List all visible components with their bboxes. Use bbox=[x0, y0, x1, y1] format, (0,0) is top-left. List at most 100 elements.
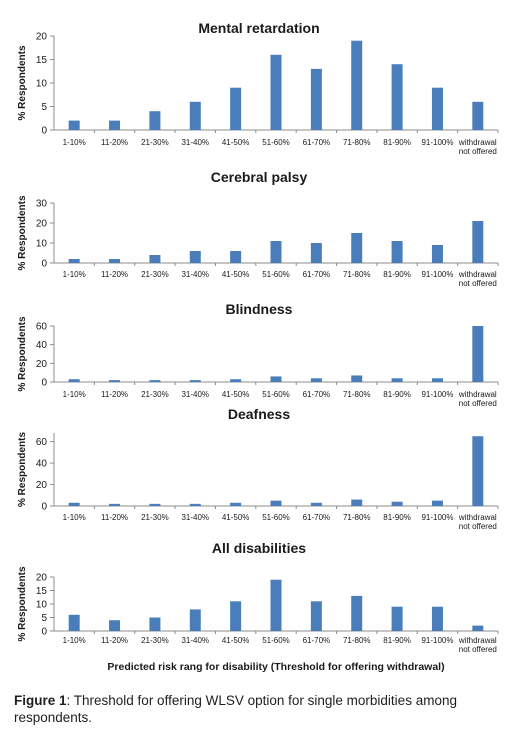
chart-panel: Cerebral palsy % Respondents 0 10 20 30 1-10% 1… bbox=[17, 169, 499, 288]
x-tick-label: withdrawal not offered bbox=[458, 636, 497, 654]
bar bbox=[472, 436, 484, 506]
y-tick-label: 15 bbox=[36, 55, 48, 66]
bar bbox=[270, 579, 282, 631]
x-tick-label: 41-50% bbox=[222, 270, 250, 279]
bar bbox=[189, 380, 201, 382]
y-tick-label: 20 bbox=[36, 359, 48, 370]
bar bbox=[270, 376, 282, 382]
caption-label: Figure 1 bbox=[14, 693, 67, 708]
bar bbox=[431, 378, 443, 382]
bar bbox=[189, 609, 201, 631]
bar bbox=[68, 614, 80, 631]
x-tick-label: 31-40% bbox=[181, 390, 209, 399]
y-tick-label: 60 bbox=[36, 437, 48, 448]
x-tick-label: 11-20% bbox=[101, 636, 128, 645]
x-tick-label: withdrawal not offered bbox=[458, 138, 497, 156]
y-tick-label: 20 bbox=[36, 480, 48, 491]
bar bbox=[431, 606, 443, 631]
bar bbox=[109, 620, 121, 631]
x-tick-label: 21-30% bbox=[141, 513, 169, 522]
figure-caption: Figure 1: Threshold for offering WLSV op… bbox=[14, 692, 494, 726]
chart-panel: All disabilities % Respondents 0 5 10 15 20 1-1… bbox=[17, 540, 499, 673]
bar bbox=[149, 503, 161, 506]
bar bbox=[310, 502, 322, 506]
y-tick-label: 40 bbox=[36, 459, 48, 470]
bar bbox=[351, 499, 363, 506]
bar bbox=[68, 120, 80, 130]
bar bbox=[109, 380, 121, 382]
x-tick-label: 71-80% bbox=[343, 390, 371, 399]
y-tick-label: 0 bbox=[41, 502, 47, 513]
chart-panel: Deafness % Respondents 0 20 40 60 1-10% 11-20% 2… bbox=[17, 406, 499, 531]
x-tick-label: 61-70% bbox=[303, 270, 331, 279]
chart-title: Mental retardation bbox=[198, 20, 319, 36]
x-tick-label: 51-60% bbox=[262, 513, 290, 522]
bar bbox=[391, 378, 403, 382]
x-tick-label: 91-100% bbox=[421, 513, 453, 522]
y-tick-label: 20 bbox=[36, 32, 48, 43]
x-tick-label: 51-60% bbox=[262, 636, 290, 645]
x-tick-label: 21-30% bbox=[141, 390, 169, 399]
figure: Mental retardation % Respondents 0 5 10 15 20 1… bbox=[17, 20, 499, 673]
x-tick-label: withdrawal not offered bbox=[458, 513, 497, 531]
x-tick-label: 71-80% bbox=[343, 513, 371, 522]
y-tick-label: 20 bbox=[36, 573, 48, 584]
x-tick-label: 1-10% bbox=[63, 513, 86, 522]
bar bbox=[310, 601, 322, 631]
x-tick-label: 71-80% bbox=[343, 270, 371, 279]
bar bbox=[391, 64, 403, 130]
y-tick-label: 5 bbox=[41, 613, 47, 624]
x-tick-label: 51-60% bbox=[262, 138, 290, 147]
bar bbox=[189, 101, 201, 130]
x-tick-label: 81-90% bbox=[383, 138, 411, 147]
bar bbox=[351, 233, 363, 263]
x-tick-label: 41-50% bbox=[222, 138, 250, 147]
caption-text: : Threshold for offering WLSV option for… bbox=[14, 693, 457, 725]
bar bbox=[68, 502, 80, 506]
chart-title: Cerebral palsy bbox=[211, 169, 308, 185]
y-axis-label: % Respondents bbox=[17, 566, 28, 641]
x-tick-label: 71-80% bbox=[343, 138, 371, 147]
y-tick-label: 10 bbox=[36, 239, 48, 250]
y-tick-label: 15 bbox=[36, 586, 48, 597]
chart-title: All disabilities bbox=[212, 540, 306, 556]
x-tick-label: 21-30% bbox=[141, 270, 169, 279]
y-axis-label: % Respondents bbox=[17, 316, 28, 391]
bar bbox=[189, 251, 201, 263]
y-axis-label: % Respondents bbox=[17, 432, 28, 507]
x-tick-label: 1-10% bbox=[63, 636, 86, 645]
x-tick-label: 11-20% bbox=[101, 138, 128, 147]
bar bbox=[230, 601, 242, 631]
bar bbox=[391, 241, 403, 263]
x-tick-label: withdrawal not offered bbox=[458, 270, 497, 288]
x-tick-label: 71-80% bbox=[343, 636, 371, 645]
bar bbox=[230, 502, 242, 506]
bar bbox=[472, 101, 484, 130]
x-tick-label: 61-70% bbox=[303, 636, 331, 645]
x-axis-label: Predicted risk rang for disability (Thre… bbox=[107, 661, 444, 673]
x-tick-label: 1-10% bbox=[63, 270, 86, 279]
bar bbox=[472, 326, 484, 382]
x-tick-label: 31-40% bbox=[181, 138, 209, 147]
x-tick-label: 91-100% bbox=[421, 270, 453, 279]
bar bbox=[472, 625, 484, 631]
x-tick-label: 61-70% bbox=[303, 138, 331, 147]
bar bbox=[310, 68, 322, 130]
x-tick-label: 1-10% bbox=[63, 390, 86, 399]
y-axis-label: % Respondents bbox=[17, 45, 28, 120]
x-tick-label: 81-90% bbox=[383, 513, 411, 522]
bar bbox=[109, 503, 121, 506]
x-tick-label: 11-20% bbox=[101, 390, 128, 399]
bar bbox=[351, 375, 363, 382]
bar bbox=[149, 380, 161, 382]
bar bbox=[310, 243, 322, 263]
bar bbox=[109, 120, 121, 130]
bar bbox=[149, 111, 161, 130]
bar bbox=[391, 501, 403, 506]
bar bbox=[351, 595, 363, 631]
x-tick-label: 51-60% bbox=[262, 390, 290, 399]
chart-panel: Mental retardation % Respondents 0 5 10 15 20 1… bbox=[17, 20, 499, 156]
y-tick-label: 5 bbox=[41, 102, 47, 113]
x-tick-label: 41-50% bbox=[222, 636, 250, 645]
bar bbox=[270, 54, 282, 130]
